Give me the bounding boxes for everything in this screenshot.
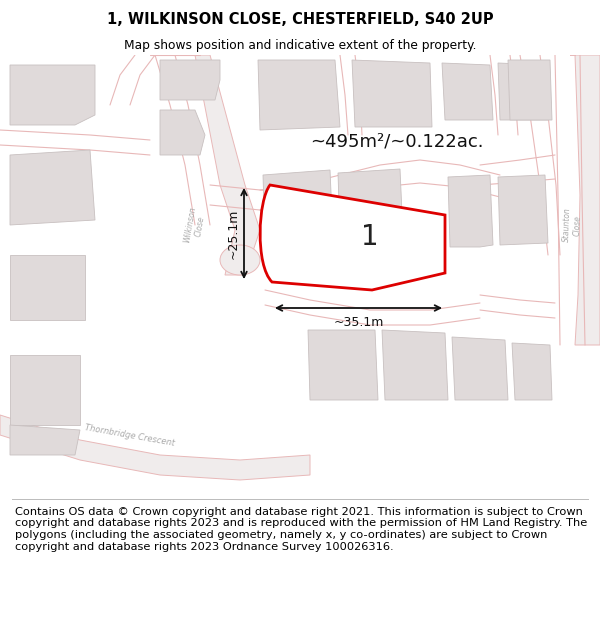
Polygon shape: [508, 60, 552, 120]
Polygon shape: [185, 55, 260, 275]
Polygon shape: [498, 175, 548, 245]
Polygon shape: [160, 60, 220, 100]
Text: 1, WILKINSON CLOSE, CHESTERFIELD, S40 2UP: 1, WILKINSON CLOSE, CHESTERFIELD, S40 2U…: [107, 12, 493, 27]
Text: Map shows position and indicative extent of the property.: Map shows position and indicative extent…: [124, 39, 476, 51]
Polygon shape: [308, 330, 378, 400]
Text: Thornbridge Crescent: Thornbridge Crescent: [85, 422, 176, 447]
Polygon shape: [10, 355, 80, 425]
Polygon shape: [258, 60, 340, 130]
Polygon shape: [570, 55, 600, 345]
Text: Contains OS data © Crown copyright and database right 2021. This information is : Contains OS data © Crown copyright and d…: [15, 507, 587, 551]
Ellipse shape: [220, 245, 260, 275]
Polygon shape: [160, 110, 205, 155]
Polygon shape: [0, 415, 310, 480]
Text: ~35.1m: ~35.1m: [334, 316, 383, 329]
Polygon shape: [452, 337, 508, 400]
Text: 1: 1: [361, 223, 379, 251]
Polygon shape: [512, 343, 552, 400]
Polygon shape: [352, 60, 432, 127]
Polygon shape: [448, 175, 493, 247]
Polygon shape: [498, 63, 548, 120]
PathPatch shape: [260, 185, 445, 290]
Text: Wilkinson
Close: Wilkinson Close: [182, 205, 208, 245]
Text: Staunton
Close: Staunton Close: [562, 208, 583, 242]
Polygon shape: [10, 65, 95, 125]
Polygon shape: [10, 425, 80, 455]
Polygon shape: [382, 330, 448, 400]
Polygon shape: [263, 170, 333, 240]
Polygon shape: [10, 255, 85, 320]
Polygon shape: [10, 150, 95, 225]
Text: ~25.1m: ~25.1m: [227, 208, 240, 259]
Polygon shape: [442, 63, 493, 120]
Text: ~495m²/~0.122ac.: ~495m²/~0.122ac.: [310, 132, 484, 150]
Polygon shape: [338, 169, 403, 237]
